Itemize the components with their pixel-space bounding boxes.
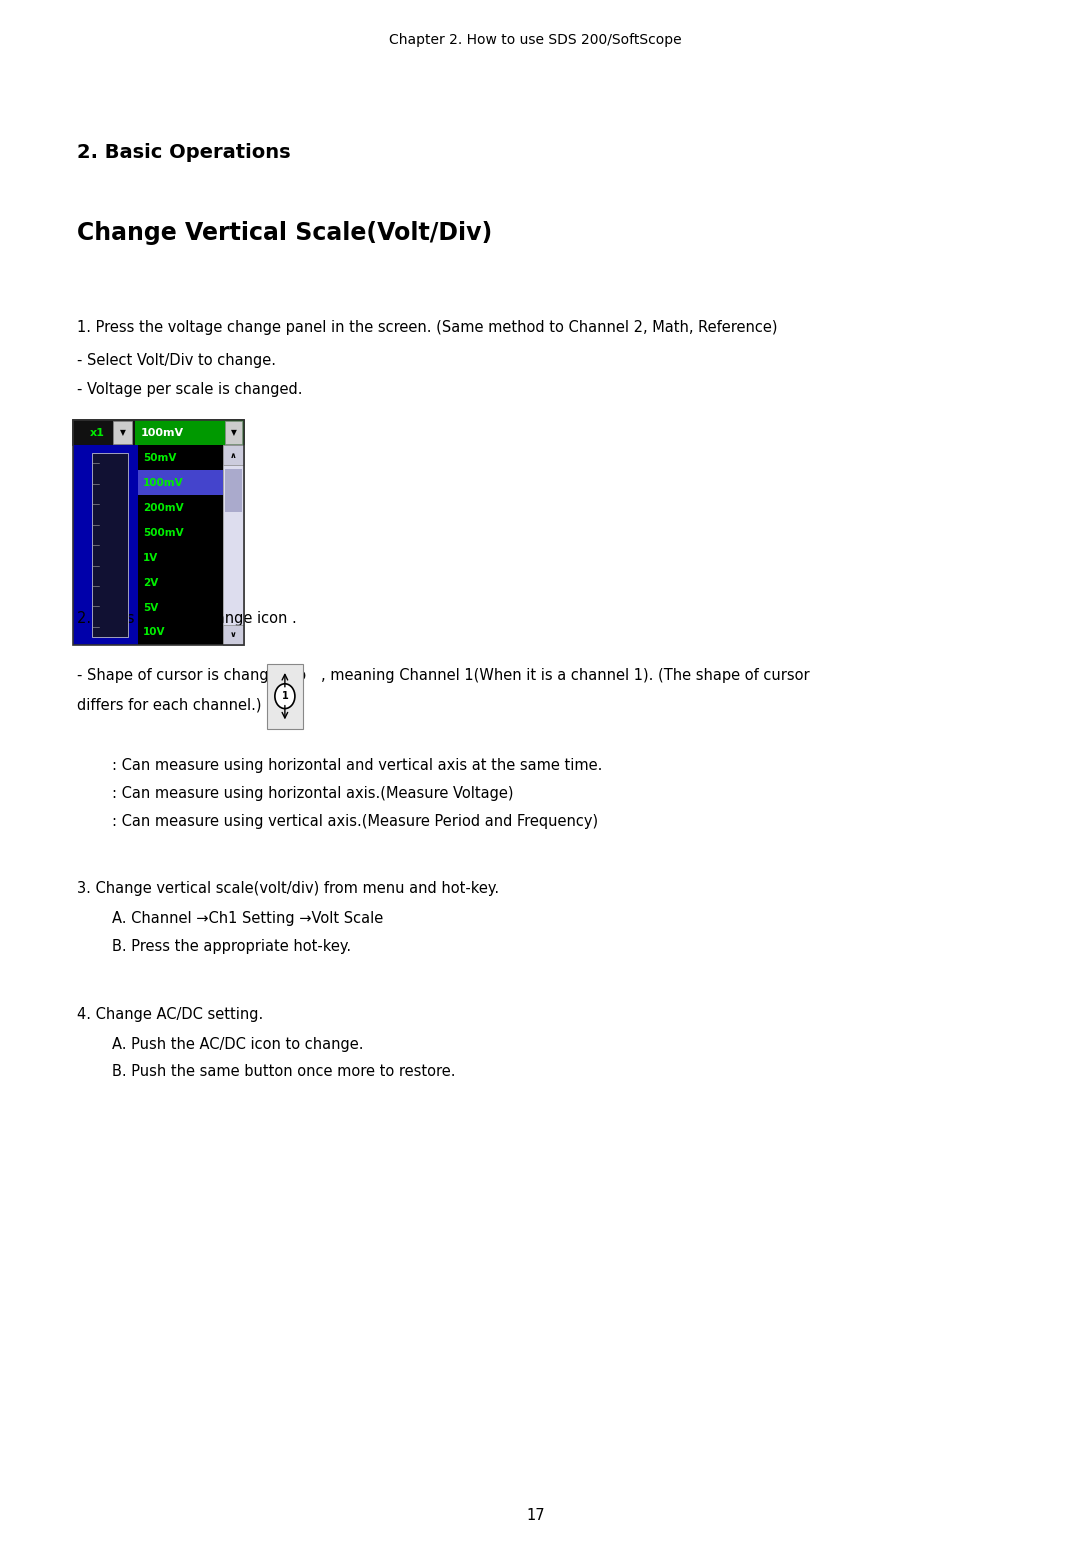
Text: ∨: ∨: [230, 631, 237, 639]
Text: ▼: ▼: [120, 427, 125, 437]
Text: 50mV: 50mV: [144, 452, 177, 463]
Text: 5V: 5V: [144, 603, 159, 612]
Text: Change Vertical Scale(Volt/Div): Change Vertical Scale(Volt/Div): [77, 221, 493, 244]
Text: ∧: ∧: [230, 451, 237, 460]
Bar: [223, 446, 244, 645]
Text: differs for each channel.): differs for each channel.): [77, 698, 261, 713]
Text: 3. Change vertical scale(volt/div) from menu and hot-key.: 3. Change vertical scale(volt/div) from …: [77, 881, 499, 897]
Text: 2V: 2V: [144, 578, 159, 587]
Bar: [114, 421, 133, 444]
Text: 2. Press voltage change icon .: 2. Press voltage change icon .: [77, 611, 297, 626]
Text: 10V: 10V: [144, 628, 166, 637]
Text: 200mV: 200mV: [144, 503, 184, 513]
Text: ▼: ▼: [230, 427, 237, 437]
Text: : Can measure using horizontal axis.(Measure Voltage): : Can measure using horizontal axis.(Mea…: [112, 786, 514, 802]
Text: : Can measure using vertical axis.(Measure Period and Frequency): : Can measure using vertical axis.(Measu…: [112, 814, 599, 830]
Text: A. Channel →Ch1 Setting →Volt Scale: A. Channel →Ch1 Setting →Volt Scale: [112, 911, 383, 926]
Bar: [73, 420, 135, 446]
Text: A. Push the AC/DC icon to change.: A. Push the AC/DC icon to change.: [112, 1037, 364, 1052]
Bar: [73, 420, 244, 645]
Bar: [73, 420, 244, 446]
Text: 2. Basic Operations: 2. Basic Operations: [77, 143, 290, 162]
Text: 1V: 1V: [144, 553, 159, 563]
Text: : Can measure using horizontal and vertical axis at the same time.: : Can measure using horizontal and verti…: [112, 758, 603, 774]
Text: , meaning Channel 1(When it is a channel 1). (The shape of cursor: , meaning Channel 1(When it is a channel…: [321, 668, 810, 684]
Bar: [225, 421, 242, 444]
Bar: [135, 420, 244, 446]
Text: 17: 17: [526, 1507, 545, 1523]
Text: 1: 1: [282, 692, 288, 701]
Text: - Shape of cursor is changed to: - Shape of cursor is changed to: [77, 668, 306, 684]
Bar: [223, 446, 244, 466]
Bar: [138, 471, 223, 496]
Text: 100mV: 100mV: [141, 427, 184, 438]
Bar: [138, 446, 223, 645]
Bar: [267, 664, 303, 729]
Bar: [223, 625, 244, 645]
Text: 4. Change AC/DC setting.: 4. Change AC/DC setting.: [77, 1007, 263, 1023]
Ellipse shape: [275, 684, 295, 709]
Text: - Select Volt/Div to change.: - Select Volt/Div to change.: [77, 353, 276, 368]
Text: 500mV: 500mV: [144, 528, 184, 538]
Bar: [92, 454, 129, 637]
Text: 1. Press the voltage change panel in the screen. (Same method to Channel 2, Math: 1. Press the voltage change panel in the…: [77, 320, 778, 336]
Bar: [73, 446, 138, 645]
Bar: [225, 469, 242, 513]
Text: Chapter 2. How to use SDS 200/SoftScope: Chapter 2. How to use SDS 200/SoftScope: [389, 33, 682, 47]
Text: B. Push the same button once more to restore.: B. Push the same button once more to res…: [112, 1064, 456, 1080]
Text: x1: x1: [90, 427, 105, 438]
Text: B. Press the appropriate hot-key.: B. Press the appropriate hot-key.: [112, 939, 351, 954]
Text: 100mV: 100mV: [144, 479, 184, 488]
Text: - Voltage per scale is changed.: - Voltage per scale is changed.: [77, 382, 303, 398]
